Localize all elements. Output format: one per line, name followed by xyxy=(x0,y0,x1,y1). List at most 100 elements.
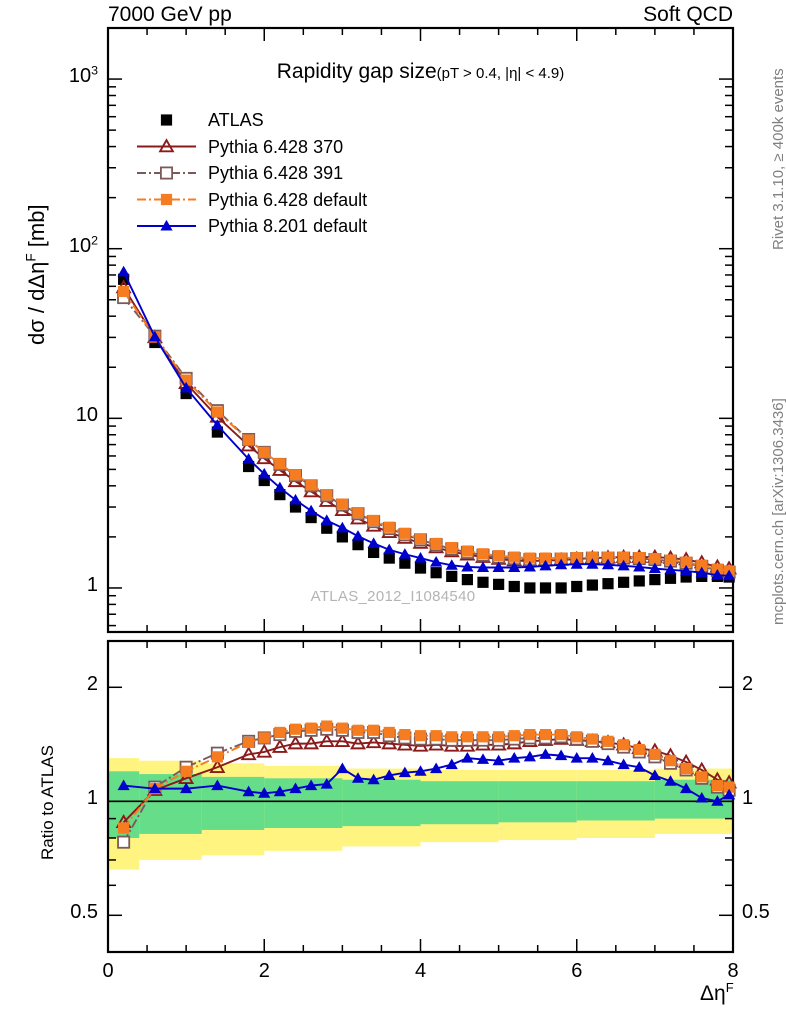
data-point-marker xyxy=(383,552,395,564)
data-point-marker xyxy=(336,498,348,510)
data-point-marker xyxy=(695,791,708,803)
data-point-marker xyxy=(570,752,583,763)
data-point-marker xyxy=(368,514,380,527)
data-point-marker xyxy=(664,775,677,786)
legend-label-4: Pythia 8.201 default xyxy=(208,216,368,236)
data-point-marker xyxy=(446,731,458,743)
data-point-marker xyxy=(586,558,599,569)
data-point-marker xyxy=(524,729,536,741)
data-point-marker xyxy=(273,785,286,797)
data-point-marker xyxy=(680,762,692,775)
data-point-marker xyxy=(617,758,630,770)
data-point-marker xyxy=(211,419,224,430)
data-point-marker xyxy=(320,778,333,789)
data-point-marker xyxy=(258,467,271,479)
data-point-marker xyxy=(209,758,226,773)
data-point-marker xyxy=(696,771,708,783)
data-point-marker xyxy=(493,731,505,743)
data-point-marker xyxy=(160,193,173,206)
data-point-marker xyxy=(477,548,489,560)
data-point-marker xyxy=(508,580,520,593)
plot-title-main: Rapidity gap size xyxy=(276,60,437,83)
y-tick-label-3: 103 xyxy=(68,63,98,88)
y-tick-label-1: 10 xyxy=(75,404,98,427)
data-point-marker xyxy=(351,772,365,783)
header-process-label: Soft QCD xyxy=(643,3,733,26)
data-point-marker xyxy=(430,556,443,567)
data-point-marker xyxy=(158,138,175,153)
data-point-marker xyxy=(680,571,692,583)
data-point-marker xyxy=(477,731,489,743)
data-point-marker xyxy=(539,729,552,741)
data-point-marker xyxy=(649,748,661,760)
axis-ticks xyxy=(107,27,734,953)
data-point-marker xyxy=(398,548,411,559)
y-tick-label-0: 1 xyxy=(86,573,98,596)
data-point-marker xyxy=(601,558,615,570)
data-point-marker xyxy=(318,733,335,748)
legend[interactable] xyxy=(137,114,196,231)
data-point-marker xyxy=(430,567,442,579)
data-point-marker xyxy=(696,559,708,571)
data-point-marker xyxy=(648,562,661,574)
data-point-marker xyxy=(399,557,411,569)
data-point-marker xyxy=(723,781,735,793)
data-point-marker xyxy=(633,560,646,572)
data-point-marker xyxy=(711,795,724,806)
ratio-error-band-inner xyxy=(201,776,265,830)
data-point-marker xyxy=(399,527,411,539)
series-3 xyxy=(118,285,735,834)
data-point-marker xyxy=(399,729,411,741)
data-point-marker xyxy=(539,582,552,594)
data-point-marker xyxy=(321,522,333,534)
data-point-marker xyxy=(289,469,302,481)
data-point-marker xyxy=(350,735,366,750)
data-point-marker xyxy=(680,564,693,576)
data-point-marker xyxy=(539,748,552,759)
data-point-marker xyxy=(117,265,130,277)
data-point-marker xyxy=(211,406,223,418)
data-point-marker xyxy=(274,726,286,739)
data-point-marker xyxy=(618,576,630,588)
data-point-marker xyxy=(508,561,521,573)
data-point-marker xyxy=(664,572,677,584)
legend-label-2: Pythia 6.428 391 xyxy=(208,163,344,183)
data-point-marker xyxy=(430,537,442,550)
data-point-marker xyxy=(664,755,677,767)
data-point-marker xyxy=(180,387,192,400)
data-point-marker xyxy=(321,489,333,501)
plot-title-subtitle: (pT > 0.4, |η| < 4.9) xyxy=(436,65,565,82)
data-point-marker xyxy=(523,750,536,762)
data-point-marker xyxy=(242,452,255,464)
y-tick-label-2: 102 xyxy=(68,233,98,257)
data-point-marker xyxy=(352,507,364,519)
data-point-marker xyxy=(117,779,130,791)
data-point-marker xyxy=(160,219,173,231)
data-point-marker xyxy=(617,559,630,571)
data-point-marker xyxy=(148,782,161,794)
data-point-marker xyxy=(539,559,552,571)
data-point-marker xyxy=(368,724,380,736)
ratio-y-tick-label-right-1: 1 xyxy=(742,787,754,810)
data-point-marker xyxy=(351,530,365,541)
data-point-marker xyxy=(695,566,708,578)
data-point-marker xyxy=(367,773,380,785)
data-point-marker xyxy=(383,726,395,739)
page-title: Rapidity gap size(pT > 0.4, |η| < 4.9) xyxy=(108,60,733,84)
data-point-marker xyxy=(539,552,552,564)
x-tick-label-1: 2 xyxy=(258,960,270,982)
data-point-marker xyxy=(722,569,736,581)
data-point-marker xyxy=(664,563,677,575)
legend-label-1: Pythia 6.428 370 xyxy=(208,136,344,157)
data-point-marker xyxy=(414,562,427,574)
data-point-marker xyxy=(618,739,630,751)
data-point-marker xyxy=(664,554,677,566)
data-point-marker xyxy=(289,501,302,513)
data-point-marker xyxy=(381,735,398,750)
data-point-marker xyxy=(430,730,442,742)
data-point-marker xyxy=(680,556,692,568)
data-point-marker xyxy=(508,752,521,763)
data-point-marker xyxy=(414,533,427,545)
data-point-marker xyxy=(524,582,536,594)
